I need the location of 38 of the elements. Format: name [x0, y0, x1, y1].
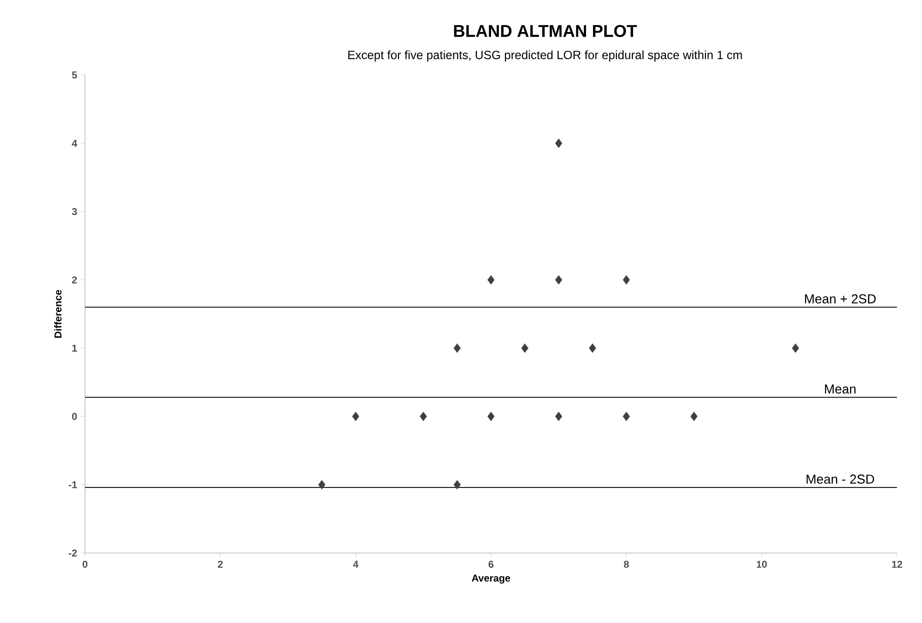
y-tick-label: 5	[72, 72, 77, 78]
point	[454, 343, 461, 353]
ref-line-label: Mean + 2SD	[805, 294, 876, 304]
point	[690, 412, 698, 422]
ref-line-label: Mean	[825, 384, 856, 394]
point	[318, 480, 326, 490]
chart-subtitle: Except for five patients, USG predicted LOR for epidural space within 1 cm	[348, 50, 742, 62]
point	[487, 275, 495, 285]
x-tick-label: 10	[756, 560, 767, 568]
x-tick-label: 12	[892, 560, 902, 568]
ref-line-label: Mean - 2SD	[806, 474, 874, 484]
y-axis-title: Difference	[54, 290, 62, 338]
point	[792, 343, 800, 353]
x-tick-label: 8	[624, 560, 629, 568]
x-tick-label: 6	[488, 560, 494, 568]
point	[454, 480, 461, 490]
y-tick-label: 4	[72, 140, 78, 147]
point	[622, 275, 630, 285]
y-tick-label: 3	[72, 208, 77, 216]
point	[588, 343, 596, 353]
y-tick-label: 0	[72, 412, 77, 420]
point	[555, 138, 562, 148]
x-tick-label: 0	[82, 560, 88, 568]
x-axis-title: Average	[472, 574, 510, 584]
point	[352, 412, 360, 422]
y-tick-label: 1	[72, 344, 77, 352]
point	[487, 412, 495, 422]
y-tick-label: -2	[68, 550, 77, 556]
x-tick-label: 2	[218, 560, 223, 568]
point	[622, 412, 630, 422]
point	[555, 275, 562, 285]
point	[420, 412, 427, 422]
y-tick-label: -1	[68, 481, 77, 488]
chart-title: BLAND ALTMAN PLOT	[454, 24, 637, 37]
point	[555, 412, 562, 422]
y-tick-label: 2	[72, 276, 77, 284]
x-tick-label: 4	[353, 560, 358, 568]
point	[521, 343, 528, 353]
